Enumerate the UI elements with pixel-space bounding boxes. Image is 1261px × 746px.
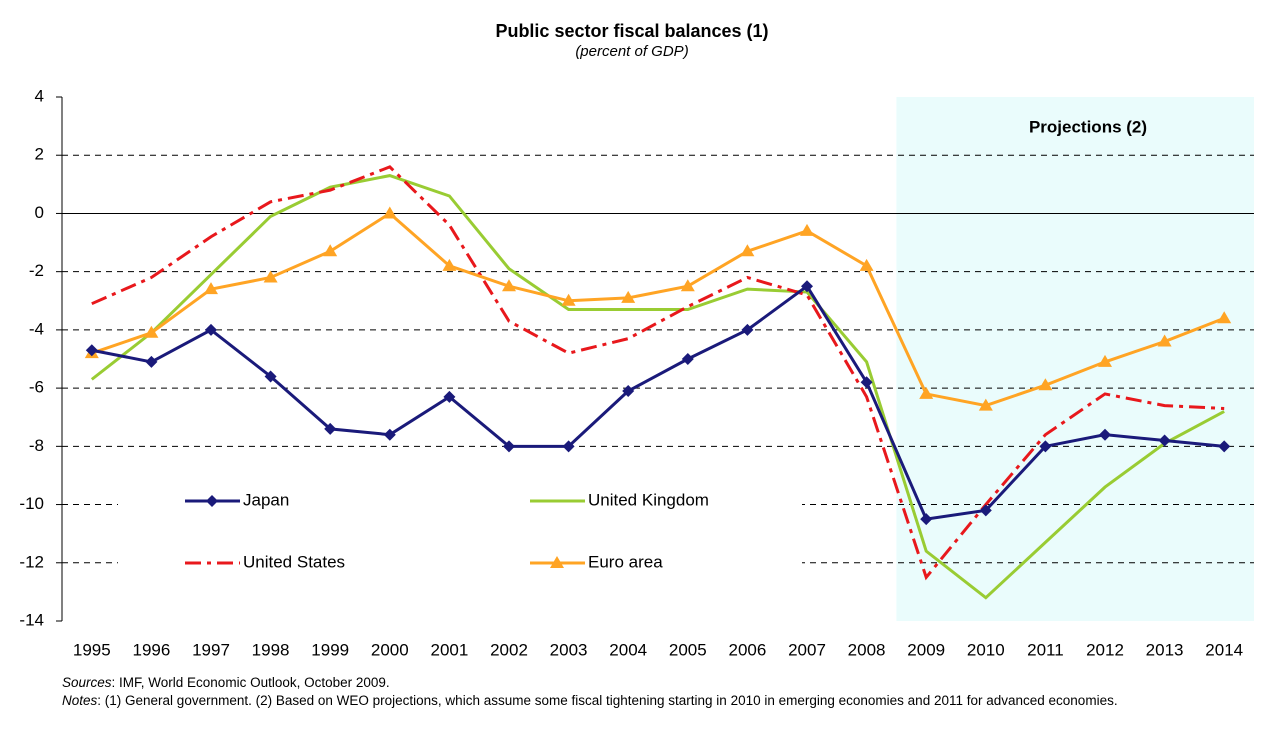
x-tick-label: 2009 (907, 640, 945, 659)
x-tick-label: 2007 (788, 640, 826, 659)
legend-label: United Kingdom (588, 490, 709, 509)
y-tick-label: -6 (29, 378, 44, 397)
chart: Public sector fiscal balances (1) (perce… (19, 21, 1254, 659)
x-tick-label: 2008 (848, 640, 886, 659)
marker (443, 390, 456, 403)
series-line (91, 165, 1225, 581)
x-tick-label: 1996 (132, 640, 170, 659)
y-tick-label: -4 (29, 319, 44, 338)
marker (741, 323, 754, 336)
x-tick-label: 1995 (73, 640, 111, 659)
x-tick-label: 2010 (967, 640, 1005, 659)
marker (85, 344, 98, 357)
sources-label: Sources (62, 675, 112, 690)
marker (502, 279, 516, 292)
y-tick-label: -10 (19, 494, 44, 513)
y-tick-label: 0 (35, 203, 44, 222)
x-tick-label: 1999 (311, 640, 349, 659)
marker (503, 440, 515, 453)
marker (1039, 440, 1052, 453)
marker (323, 244, 338, 257)
marker (800, 223, 814, 236)
legend-label: United States (243, 552, 345, 571)
series-line (91, 284, 1225, 521)
marker (1098, 354, 1112, 367)
marker (1157, 334, 1172, 347)
chart-subtitle: (percent of GDP) (575, 43, 688, 60)
marker (1038, 378, 1053, 391)
x-tick-label: 1997 (192, 640, 230, 659)
marker (978, 398, 993, 411)
notes: Notes: (1) General government. (2) Based… (62, 692, 1172, 710)
notes-text: : (1) General government. (2) Based on W… (97, 693, 1118, 708)
marker (740, 244, 755, 257)
marker (1099, 428, 1111, 441)
legend-label: Japan (243, 490, 289, 509)
marker (622, 385, 635, 398)
x-tick-label: 2013 (1146, 640, 1184, 659)
series-line (90, 174, 1225, 600)
marker (145, 355, 158, 368)
marker (205, 323, 217, 336)
marker (263, 270, 278, 283)
x-tick-label: 2012 (1086, 640, 1124, 659)
x-tick-label: 2011 (1027, 640, 1064, 659)
marker (562, 440, 575, 453)
marker (1218, 440, 1231, 453)
footnotes: Sources: IMF, World Economic Outlook, Oc… (62, 674, 1172, 710)
chart-title: Public sector fiscal balances (1) (495, 21, 768, 41)
y-tick-label: -14 (19, 610, 44, 629)
marker (859, 258, 874, 271)
marker (801, 280, 813, 293)
marker (561, 293, 576, 306)
x-tick-label: 1998 (252, 640, 290, 659)
marker (442, 258, 457, 271)
marker (383, 428, 396, 441)
marker (324, 422, 337, 435)
sources-text: : IMF, World Economic Outlook, October 2… (111, 675, 390, 690)
y-tick-label: -12 (19, 552, 44, 571)
projection-label: Projections (2) (1029, 117, 1147, 136)
marker (1217, 311, 1232, 324)
legend-marker (550, 556, 564, 568)
marker (920, 513, 933, 526)
marker (860, 376, 873, 389)
sources: Sources: IMF, World Economic Outlook, Oc… (62, 674, 1172, 692)
x-tick-label: 2003 (550, 640, 588, 659)
projection-area (896, 97, 1254, 621)
legend-marker (206, 495, 218, 507)
marker (1158, 434, 1171, 447)
x-tick-label: 2001 (430, 640, 468, 659)
y-tick-label: -2 (29, 261, 44, 280)
marker (144, 325, 159, 338)
x-tick-label: 2014 (1205, 640, 1243, 659)
marker (204, 282, 218, 295)
series-line (91, 211, 1225, 408)
marker (979, 504, 992, 517)
page: Public sector fiscal balances (1) (perce… (19, 20, 1254, 708)
y-tick-label: 2 (35, 145, 44, 164)
x-tick-label: 2004 (609, 640, 647, 659)
legend-label: Euro area (588, 552, 663, 571)
marker (264, 370, 277, 383)
marker (919, 386, 934, 399)
x-tick-label: 2005 (669, 640, 707, 659)
marker (681, 353, 694, 365)
x-tick-label: 2006 (728, 640, 766, 659)
marker (621, 290, 636, 303)
marker (382, 206, 397, 219)
legend-box (118, 478, 802, 592)
marker (680, 279, 695, 292)
x-tick-label: 2000 (371, 640, 409, 659)
notes-label: Notes (62, 693, 98, 708)
x-tick-label: 2002 (490, 640, 528, 659)
y-tick-label: 4 (35, 86, 44, 105)
y-tick-label: -8 (29, 436, 44, 455)
